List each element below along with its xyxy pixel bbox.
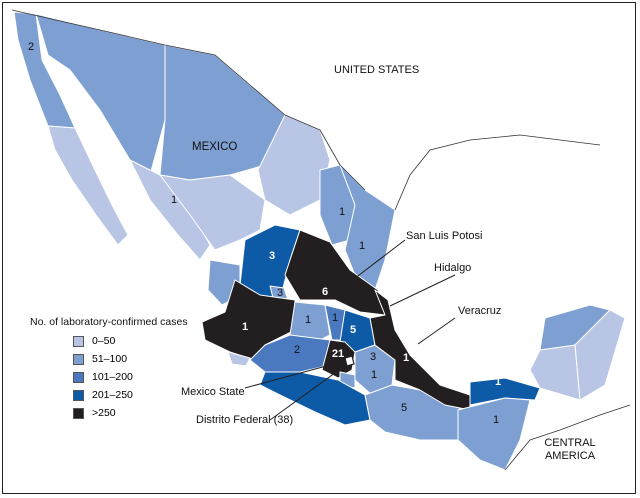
value-tlaxcala: 3 bbox=[369, 351, 377, 363]
callout-distrito-federal: Distrito Federal (38) bbox=[196, 414, 294, 426]
value-jalisco: 1 bbox=[241, 321, 249, 333]
legend-swatch bbox=[73, 389, 84, 401]
value-zacatecas: 3 bbox=[268, 250, 276, 262]
legend-label: 201–250 bbox=[92, 389, 133, 401]
value-san-luis-potosi: 6 bbox=[321, 286, 329, 298]
region-durango bbox=[159, 174, 266, 251]
legend-item: 0–50 bbox=[73, 332, 188, 350]
central-america-border bbox=[504, 404, 631, 471]
value-michoacan: 2 bbox=[293, 344, 301, 356]
value-mexico-state: 21 bbox=[331, 348, 345, 360]
value-chiapas: 1 bbox=[492, 414, 500, 426]
callout-line-slp bbox=[349, 239, 406, 283]
legend-item: 201–250 bbox=[73, 386, 188, 404]
figure-frame bbox=[2, 2, 636, 494]
legend-item: >250 bbox=[73, 404, 188, 422]
region-guerrero bbox=[259, 371, 371, 426]
legend: No. of laboratory-confirmed cases 0–50 5… bbox=[30, 316, 188, 422]
region-veracruz bbox=[369, 289, 471, 411]
region-san-luis-potosi bbox=[284, 229, 386, 316]
region-tabasco bbox=[469, 377, 541, 406]
value-sinaloa: 1 bbox=[170, 194, 178, 206]
legend-swatch bbox=[73, 353, 84, 365]
region-quintana-roo bbox=[574, 309, 626, 401]
label-central-america: CENTRAL AMERICA bbox=[544, 437, 596, 462]
callout-line-df bbox=[269, 364, 347, 421]
callout-mexico-state: Mexico State bbox=[181, 386, 245, 398]
legend-title: No. of laboratory-confirmed cases bbox=[30, 316, 188, 328]
value-nuevo-leon: 1 bbox=[338, 206, 346, 218]
legend-swatch bbox=[73, 335, 84, 347]
callout-line-hidalgo bbox=[389, 274, 456, 307]
region-coahuila bbox=[257, 114, 331, 216]
region-chiapas bbox=[457, 397, 531, 471]
callout-line-veracruz bbox=[417, 317, 456, 345]
value-tabasco: 1 bbox=[494, 376, 502, 388]
value-queretaro: 1 bbox=[331, 312, 339, 324]
value-puebla: 1 bbox=[370, 369, 378, 381]
legend-item: 101–200 bbox=[73, 368, 188, 386]
region-michoacan bbox=[249, 334, 331, 373]
region-mexico-state bbox=[321, 339, 356, 379]
callout-line-mexico-state bbox=[244, 364, 331, 389]
value-tamaulipas: 1 bbox=[358, 240, 366, 252]
us-border-line bbox=[11, 9, 366, 191]
legend-swatch bbox=[73, 371, 84, 383]
legend-label: >250 bbox=[92, 407, 116, 419]
legend-item: 51–100 bbox=[73, 350, 188, 368]
value-guanajuato: 1 bbox=[304, 314, 312, 326]
value-aguascalientes: 3 bbox=[276, 287, 284, 299]
value-veracruz: 1 bbox=[402, 352, 410, 364]
value-hidalgo: 5 bbox=[349, 324, 357, 336]
legend-label: 51–100 bbox=[92, 353, 128, 365]
legend-label: 101–200 bbox=[92, 371, 133, 383]
label-mexico: MEXICO bbox=[192, 141, 238, 153]
legend-swatch bbox=[73, 407, 84, 419]
region-baja-california-sur bbox=[47, 125, 129, 246]
us-gulf-coast bbox=[394, 134, 601, 211]
region-colima bbox=[227, 351, 251, 367]
region-distrito-federal bbox=[344, 355, 355, 367]
callout-veracruz: Veracruz bbox=[458, 305, 502, 317]
value-baja-california: 2 bbox=[27, 41, 35, 53]
label-united-states: UNITED STATES bbox=[334, 64, 420, 76]
legend-label: 0–50 bbox=[92, 335, 116, 347]
callout-hidalgo: Hidalgo bbox=[434, 262, 472, 274]
callout-san-luis-potosi: San Luis Potosi bbox=[406, 230, 483, 242]
value-oaxaca: 5 bbox=[400, 402, 408, 414]
